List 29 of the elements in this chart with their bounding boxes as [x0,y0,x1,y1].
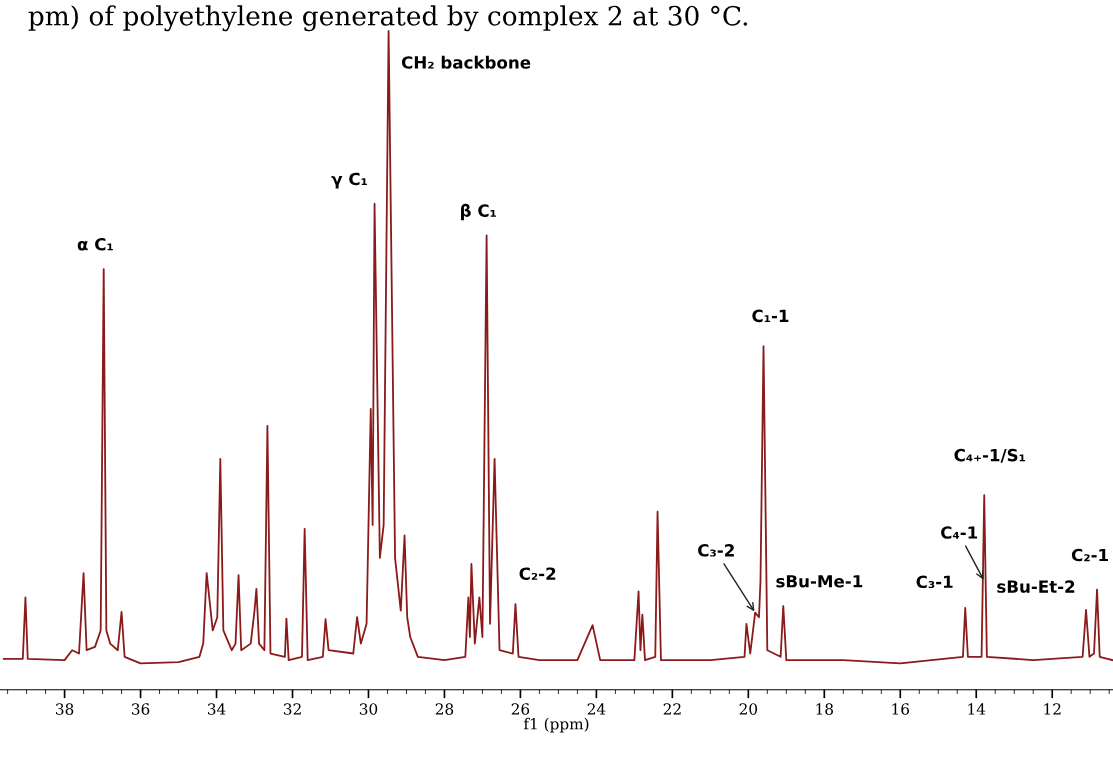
annotation: sBu-Et-2 [997,580,1075,593]
annotation: C₁-1 [752,309,789,323]
annotation: α C₁ [77,237,113,251]
annotation: C₄-1 [941,526,978,539]
x-tick-label: 16 [892,703,910,715]
annotation: sBu-Me-1 [776,575,863,588]
annotation: C₃-1 [916,575,953,589]
x-tick-label: 22 [663,703,681,715]
x-tick-label: 32 [283,703,301,715]
x-tick-label: 34 [207,703,226,715]
x-tick-label: 26 [511,703,530,715]
annotation: γ C₁ [331,172,367,189]
x-axis-title: f1 (ppm) [523,717,589,733]
annotation: C₂-2 [519,567,556,580]
x-tick-label: 36 [131,703,150,715]
annotation: C₄₊-1/S₁ [954,448,1025,463]
x-tick-label: 18 [816,703,833,715]
annotation: C₃-2 [698,544,734,557]
annotation: C₂-1 [1071,548,1108,562]
x-tick-label: 28 [435,703,454,715]
x-tick-label: 12 [1044,703,1061,715]
chart-title: pm) of polyethylene generated by complex 2 at 30 °C. [28,5,748,32]
x-tick-label: 14 [968,703,986,715]
annotation: CH₂ backbone [401,55,531,69]
x-tick-label: 20 [739,703,758,715]
annotation: β C₁ [461,203,496,221]
x-tick-label: 24 [587,703,606,715]
x-tick-label: 38 [56,703,74,715]
x-tick-label: 30 [359,703,378,715]
